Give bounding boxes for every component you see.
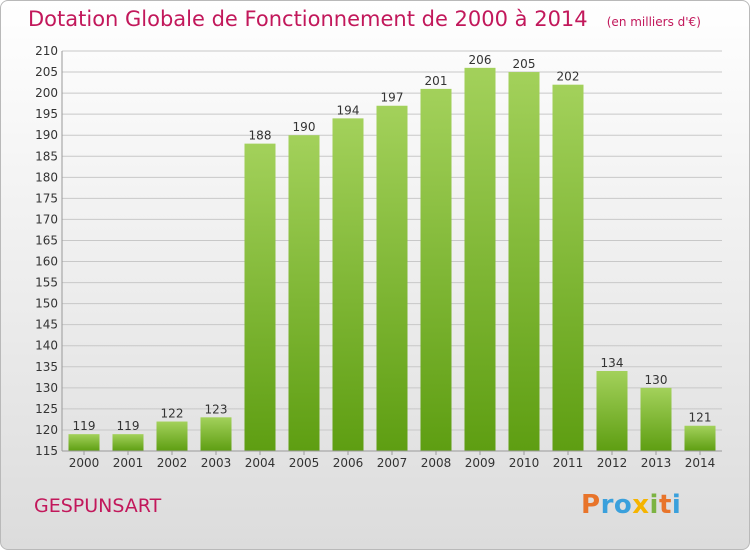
x-tick-label: 2011 bbox=[553, 456, 584, 470]
x-tick-label: 2005 bbox=[289, 456, 320, 470]
logo-letter: t bbox=[658, 490, 672, 520]
logo-letter: r bbox=[600, 490, 614, 520]
logo-letter: P bbox=[581, 490, 601, 520]
bar bbox=[552, 84, 584, 452]
y-tick-label: 150 bbox=[35, 297, 58, 311]
y-tick-label: 205 bbox=[35, 65, 58, 79]
x-tick-label: 2012 bbox=[597, 456, 628, 470]
bar bbox=[156, 421, 188, 451]
y-tick-label: 145 bbox=[35, 318, 58, 332]
y-tick-label: 185 bbox=[35, 149, 58, 163]
data-label: 122 bbox=[161, 407, 184, 421]
bar bbox=[596, 371, 628, 451]
commune-name: GESPUNSART bbox=[34, 495, 162, 517]
y-tick-label: 130 bbox=[35, 381, 58, 395]
bar bbox=[68, 434, 100, 451]
y-tick-label: 210 bbox=[35, 44, 58, 58]
y-tick-label: 200 bbox=[35, 86, 58, 100]
y-tick-label: 120 bbox=[35, 423, 58, 437]
x-tick-label: 2003 bbox=[201, 456, 232, 470]
data-label: 201 bbox=[425, 74, 448, 88]
bar bbox=[640, 387, 672, 451]
x-tick-label: 2004 bbox=[245, 456, 276, 470]
logo-letter: i bbox=[649, 490, 659, 520]
x-tick-label: 2009 bbox=[465, 456, 496, 470]
unit-label: (en milliers d'€) bbox=[606, 15, 701, 29]
y-tick-label: 135 bbox=[35, 360, 58, 374]
y-tick-label: 175 bbox=[35, 191, 58, 205]
y-tick-label: 160 bbox=[35, 255, 58, 269]
y-tick-label: 180 bbox=[35, 170, 58, 184]
data-label: 188 bbox=[249, 129, 272, 143]
bar bbox=[376, 105, 408, 451]
data-label: 130 bbox=[645, 373, 668, 387]
y-tick-label: 195 bbox=[35, 107, 58, 121]
y-tick-label: 140 bbox=[35, 339, 58, 353]
x-tick-label: 2013 bbox=[641, 456, 672, 470]
title-text: Dotation Globale de Fonctionnement de 20… bbox=[28, 7, 588, 31]
x-tick-label: 2007 bbox=[377, 456, 408, 470]
logo-letter: x bbox=[632, 490, 650, 520]
bar bbox=[508, 72, 540, 451]
data-label: 121 bbox=[689, 411, 712, 425]
data-label: 119 bbox=[73, 419, 96, 433]
bars: 119 119 122 123 188 190 194 197 201 206 205 202 134 1… bbox=[68, 53, 716, 452]
data-label: 202 bbox=[557, 70, 580, 84]
y-tick-label: 165 bbox=[35, 233, 58, 247]
x-tick-label: 2014 bbox=[685, 456, 716, 470]
bar bbox=[112, 434, 144, 451]
bar bbox=[464, 67, 496, 451]
bar bbox=[288, 135, 320, 452]
logo-letter: o bbox=[613, 490, 633, 520]
y-tick-label: 155 bbox=[35, 276, 58, 290]
y-tick-label: 170 bbox=[35, 212, 58, 226]
data-label: 119 bbox=[117, 419, 140, 433]
x-tick-label: 2008 bbox=[421, 456, 452, 470]
bar bbox=[332, 118, 364, 452]
x-tick-label: 2001 bbox=[113, 456, 144, 470]
bar bbox=[420, 88, 452, 451]
x-tick-label: 2000 bbox=[69, 456, 100, 470]
y-tick-label: 125 bbox=[35, 402, 58, 416]
y-tick-label: 115 bbox=[35, 444, 58, 458]
data-label: 206 bbox=[469, 53, 492, 67]
logo-letter: i bbox=[671, 490, 682, 520]
y-tick-label: 190 bbox=[35, 128, 58, 142]
x-tick-label: 2002 bbox=[157, 456, 188, 470]
x-tick-label: 2006 bbox=[333, 456, 364, 470]
bar bbox=[244, 143, 276, 451]
chart-title: Dotation Globale de Fonctionnement de 20… bbox=[28, 7, 701, 31]
data-label: 205 bbox=[513, 57, 536, 71]
axes: 115 120 125 130 135 140 145 150 155 160 165 170 175 1… bbox=[35, 44, 722, 470]
data-label: 197 bbox=[381, 91, 404, 105]
data-label: 190 bbox=[293, 120, 316, 134]
bar bbox=[200, 417, 232, 451]
data-label: 194 bbox=[337, 103, 360, 117]
bar bbox=[684, 425, 716, 451]
x-tick-label: 2010 bbox=[509, 456, 540, 470]
data-label: 123 bbox=[205, 402, 228, 416]
data-label: 134 bbox=[601, 356, 624, 370]
proxiti-logo: Proxiti bbox=[581, 490, 681, 520]
